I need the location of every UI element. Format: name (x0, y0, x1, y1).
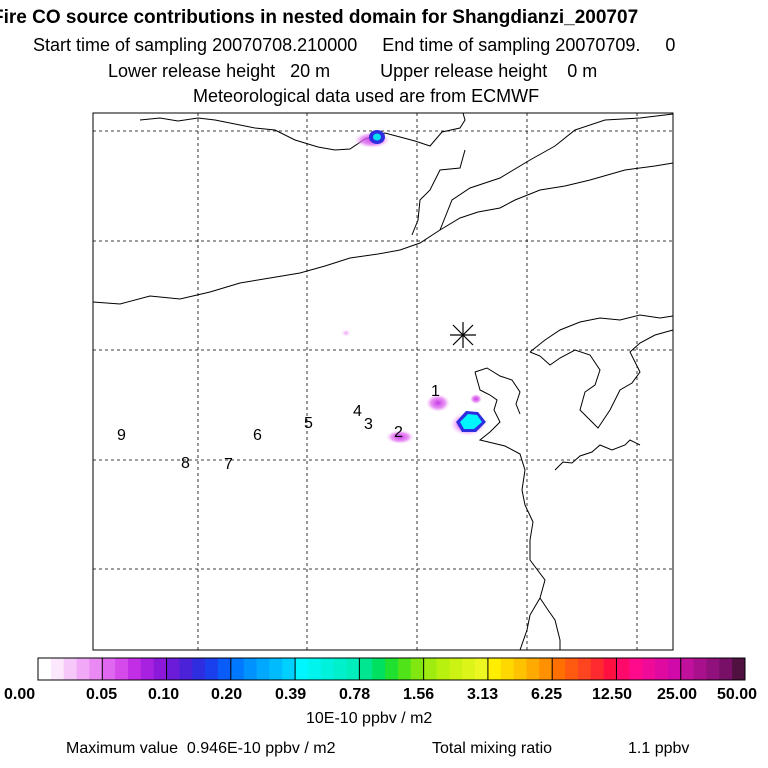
colorbar-tick-label: 6.25 (531, 686, 563, 703)
patch-near-2 (386, 430, 414, 444)
colorbar-tick-label: 0.39 (275, 686, 307, 703)
border-line (439, 113, 674, 231)
total-mixing-ratio-label: Total mixing ratio (432, 740, 553, 757)
border-line (92, 162, 674, 305)
release-heights: Lower release height 20 m Upper release … (108, 61, 598, 81)
coastline (529, 314, 674, 353)
coastline (539, 597, 561, 650)
chart-title: Fire CO source contributions in nested d… (0, 7, 639, 28)
colorbar-tick-label: 0.20 (211, 686, 243, 703)
colorbar-tick-label: 3.13 (467, 686, 499, 703)
colorbar-tick-label: 0.00 (4, 686, 36, 703)
receptor-marker (450, 322, 476, 348)
coastline (554, 439, 641, 471)
colorbar-unit: 10E-10 ppbv / m2 (306, 710, 433, 727)
grid-lines (93, 113, 673, 650)
coastline (474, 367, 521, 415)
main-hotspot-core (460, 414, 482, 429)
patch-near-1 (426, 394, 450, 412)
colorbar-tick-label: 25.00 (657, 686, 698, 703)
traj-label-8: 8 (181, 455, 190, 472)
faint-patch (341, 329, 351, 337)
map-frame (92, 112, 674, 651)
traj-label-5: 5 (304, 415, 313, 432)
coastline (529, 329, 674, 429)
coastline (474, 371, 546, 651)
colorbar-tick-label: 12.50 (592, 686, 633, 703)
sampling-times: Start time of sampling 20070708.210000 E… (33, 35, 676, 55)
coastlines-borders (92, 112, 674, 651)
trajectory-labels: 1 2 3 4 5 6 7 8 9 (117, 383, 440, 473)
met-data-source: Meteorological data used are from ECMWF (193, 86, 540, 106)
patch-east-of-1 (470, 394, 482, 404)
traj-label-4: 4 (353, 403, 362, 420)
colorbar-tick-label: 0.05 (86, 686, 118, 703)
northern-hotspot-core (373, 133, 381, 141)
colorbar-tick-label: 0.10 (148, 686, 180, 703)
border-line (411, 149, 466, 236)
traj-label-9: 9 (117, 427, 126, 444)
traj-label-3: 3 (364, 416, 373, 433)
traj-label-6: 6 (253, 427, 262, 444)
traj-label-7: 7 (224, 456, 233, 473)
traj-label-2: 2 (394, 424, 403, 441)
colorbar-tick-label: 1.56 (403, 686, 435, 703)
concentration-patches (341, 130, 486, 444)
border-line (139, 112, 466, 151)
colorbar-tick-label: 50.00 (717, 686, 758, 703)
traj-label-1: 1 (431, 383, 440, 400)
colorbar-tick-label: 0.78 (339, 686, 371, 703)
total-mixing-ratio-value: 1.1 ppbv (628, 740, 690, 757)
maximum-value: Maximum value 0.946E-10 ppbv / m2 (66, 740, 336, 757)
